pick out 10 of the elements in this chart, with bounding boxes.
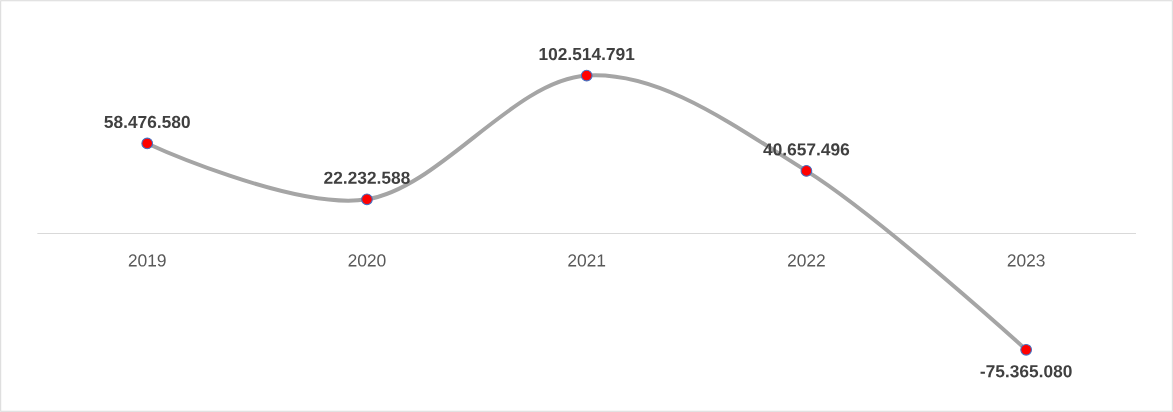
data-label: 22.232.588 [324, 171, 410, 184]
data-label: 40.657.496 [763, 143, 850, 156]
x-tick-label: 2020 [348, 254, 386, 267]
data-label: 58.476.580 [104, 115, 190, 129]
x-tick-label: 2022 [788, 254, 825, 267]
data-label: -75.365.080 [980, 365, 1072, 378]
x-tick-label: 2019 [128, 254, 166, 267]
data-label: 102.514.791 [539, 47, 635, 61]
x-tick-label: 2021 [568, 254, 606, 267]
x-tick-label: 2023 [1007, 254, 1045, 267]
